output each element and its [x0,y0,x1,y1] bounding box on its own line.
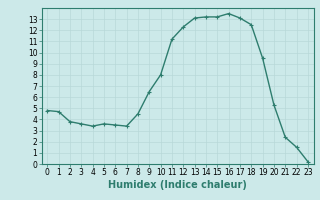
X-axis label: Humidex (Indice chaleur): Humidex (Indice chaleur) [108,180,247,190]
